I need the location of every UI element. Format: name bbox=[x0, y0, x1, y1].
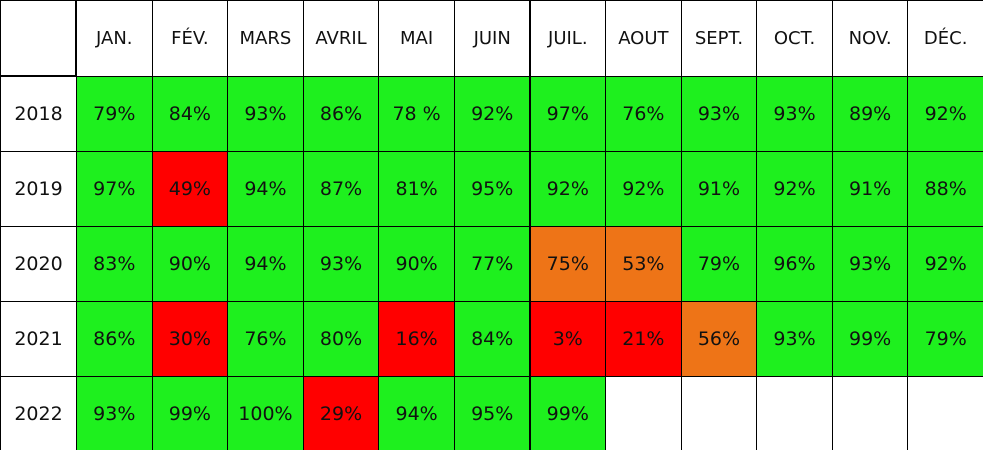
value-cell: 92% bbox=[529, 151, 607, 227]
year-cell: 2019 bbox=[0, 151, 77, 227]
value-cell: 76% bbox=[605, 76, 682, 152]
value-cell: 99% bbox=[151, 376, 229, 450]
value-cell: 91% bbox=[680, 151, 758, 227]
value-cell: 95% bbox=[453, 151, 531, 227]
value-cell: 93% bbox=[756, 301, 833, 377]
year-cell: 2018 bbox=[0, 76, 77, 152]
empty-cell bbox=[756, 376, 833, 450]
value-cell: 79% bbox=[680, 226, 758, 302]
month-header: JUIL. bbox=[529, 0, 607, 77]
value-cell: 84% bbox=[453, 301, 531, 377]
month-header: AVRIL bbox=[302, 0, 380, 77]
month-header: DÉC. bbox=[907, 0, 983, 77]
month-header: JUIN bbox=[453, 0, 531, 77]
value-cell: 92% bbox=[907, 76, 983, 152]
value-cell: 3% bbox=[529, 301, 607, 377]
value-cell: 88% bbox=[907, 151, 983, 227]
value-cell: 94% bbox=[378, 376, 455, 450]
value-cell: 93% bbox=[76, 376, 153, 450]
empty-cell bbox=[680, 376, 758, 450]
value-cell: 49% bbox=[151, 151, 229, 227]
value-cell: 79% bbox=[76, 76, 153, 152]
value-cell: 83% bbox=[76, 226, 153, 302]
value-cell: 90% bbox=[151, 226, 229, 302]
value-cell: 100% bbox=[227, 376, 304, 450]
value-cell: 93% bbox=[831, 226, 909, 302]
value-cell: 78 % bbox=[378, 76, 455, 152]
value-cell: 21% bbox=[605, 301, 682, 377]
value-cell: 92% bbox=[907, 226, 983, 302]
value-cell: 93% bbox=[680, 76, 758, 152]
value-cell: 16% bbox=[378, 301, 455, 377]
value-cell: 30% bbox=[151, 301, 229, 377]
value-cell: 86% bbox=[76, 301, 153, 377]
value-cell: 93% bbox=[227, 76, 304, 152]
month-header: AOUT bbox=[605, 0, 682, 77]
value-cell: 94% bbox=[227, 151, 304, 227]
year-cell: 2020 bbox=[0, 226, 77, 302]
value-cell: 75% bbox=[529, 226, 607, 302]
value-cell: 81% bbox=[378, 151, 455, 227]
value-cell: 84% bbox=[151, 76, 229, 152]
empty-cell bbox=[605, 376, 682, 450]
month-header: MAI bbox=[378, 0, 455, 77]
value-cell: 93% bbox=[302, 226, 380, 302]
value-cell: 92% bbox=[756, 151, 833, 227]
year-cell: 2022 bbox=[0, 376, 77, 450]
month-header: FÉV. bbox=[151, 0, 229, 77]
value-cell: 93% bbox=[756, 76, 833, 152]
month-header: NOV. bbox=[831, 0, 909, 77]
value-cell: 96% bbox=[756, 226, 833, 302]
value-cell: 92% bbox=[453, 76, 531, 152]
value-cell: 99% bbox=[831, 301, 909, 377]
value-cell: 92% bbox=[605, 151, 682, 227]
value-cell: 97% bbox=[529, 76, 607, 152]
value-cell: 86% bbox=[302, 76, 380, 152]
value-cell: 76% bbox=[227, 301, 304, 377]
value-cell: 91% bbox=[831, 151, 909, 227]
month-header: JAN. bbox=[76, 0, 153, 77]
value-cell: 79% bbox=[907, 301, 983, 377]
value-cell: 94% bbox=[227, 226, 304, 302]
corner-cell bbox=[0, 0, 76, 76]
month-header: SEPT. bbox=[680, 0, 758, 77]
value-cell: 99% bbox=[529, 376, 607, 450]
value-cell: 89% bbox=[831, 76, 909, 152]
empty-cell bbox=[907, 376, 983, 450]
value-cell: 97% bbox=[76, 151, 153, 227]
value-cell: 90% bbox=[378, 226, 455, 302]
value-cell: 80% bbox=[302, 301, 380, 377]
month-header: OCT. bbox=[756, 0, 833, 77]
value-cell: 87% bbox=[302, 151, 380, 227]
value-cell: 77% bbox=[453, 226, 531, 302]
value-cell: 56% bbox=[680, 301, 758, 377]
value-cell: 53% bbox=[605, 226, 682, 302]
value-cell: 29% bbox=[302, 376, 380, 450]
empty-cell bbox=[831, 376, 909, 450]
month-header: MARS bbox=[227, 0, 304, 77]
value-cell: 95% bbox=[453, 376, 531, 450]
year-cell: 2021 bbox=[0, 301, 77, 377]
